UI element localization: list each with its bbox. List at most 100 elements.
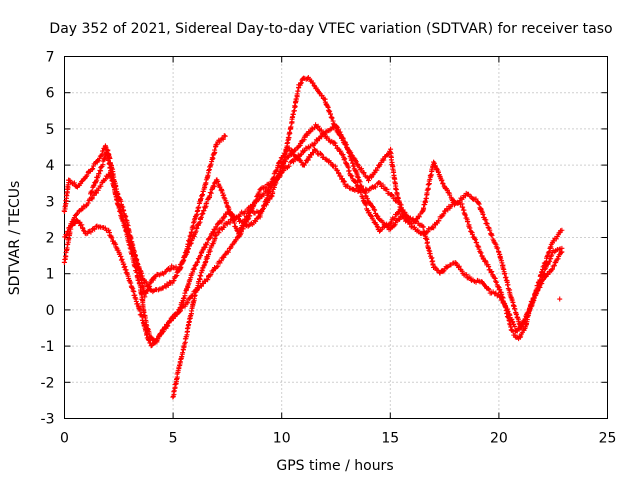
y-tick-label: -3 bbox=[41, 412, 55, 428]
data-point-marker bbox=[221, 254, 227, 260]
data-point-marker bbox=[226, 206, 232, 212]
data-point-marker bbox=[326, 159, 332, 165]
data-point-marker bbox=[219, 188, 225, 194]
data-point-marker bbox=[425, 229, 431, 235]
data-point-marker bbox=[440, 269, 446, 275]
x-tick-label: 5 bbox=[169, 431, 178, 447]
data-point-marker bbox=[348, 150, 354, 156]
data-point-marker bbox=[432, 264, 438, 270]
data-point-marker bbox=[545, 252, 551, 258]
data-point-marker bbox=[484, 220, 490, 226]
data-point-marker bbox=[210, 183, 216, 189]
data-point-marker bbox=[225, 249, 231, 255]
data-point-marker bbox=[327, 108, 333, 114]
data-point-marker bbox=[204, 240, 210, 246]
data-point-marker bbox=[79, 222, 85, 228]
data-point-marker bbox=[270, 189, 276, 195]
data-point-marker bbox=[135, 277, 141, 283]
data-point-marker bbox=[198, 252, 204, 258]
data-point-marker bbox=[96, 171, 102, 177]
data-point-marker bbox=[108, 234, 114, 240]
data-point-marker bbox=[372, 207, 378, 213]
data-point-marker bbox=[146, 337, 152, 343]
data-point-marker bbox=[429, 259, 435, 265]
data-point-marker bbox=[218, 258, 224, 264]
data-point-marker bbox=[100, 148, 106, 154]
data-point-marker bbox=[181, 257, 187, 263]
data-point-marker bbox=[92, 226, 98, 232]
data-point-marker bbox=[180, 295, 186, 301]
data-point-marker bbox=[318, 151, 324, 157]
series-track-1 bbox=[61, 133, 228, 300]
data-point-marker bbox=[122, 214, 128, 220]
data-point-marker bbox=[498, 294, 504, 300]
data-point-marker bbox=[331, 139, 337, 145]
data-point-marker bbox=[233, 237, 239, 243]
data-point-marker bbox=[380, 182, 386, 188]
data-point-marker bbox=[240, 221, 246, 227]
data-point-marker bbox=[256, 189, 262, 195]
data-point-marker bbox=[88, 229, 94, 235]
data-point-marker bbox=[478, 250, 484, 256]
data-point-marker bbox=[332, 163, 338, 169]
x-axis-ticks: 0 5 10 15 20 25 bbox=[60, 56, 616, 447]
data-point-marker bbox=[340, 152, 346, 158]
data-point-marker bbox=[165, 282, 171, 288]
data-point-marker bbox=[489, 232, 495, 238]
data-point-marker bbox=[355, 175, 361, 181]
data-point-marker bbox=[337, 129, 343, 135]
data-point-marker bbox=[342, 139, 348, 145]
data-point-marker bbox=[356, 178, 362, 184]
data-point-marker bbox=[545, 271, 551, 277]
data-point-marker bbox=[381, 157, 387, 163]
data-point-marker bbox=[388, 157, 394, 163]
data-point-marker bbox=[551, 263, 557, 269]
data-point-marker bbox=[263, 202, 269, 208]
data-point-marker bbox=[206, 168, 212, 174]
data-point-marker bbox=[170, 394, 176, 400]
data-point-marker bbox=[317, 150, 323, 156]
data-point-marker bbox=[385, 152, 391, 158]
data-point-marker bbox=[318, 127, 324, 133]
data-point-marker bbox=[212, 147, 218, 153]
data-point-marker bbox=[168, 266, 174, 272]
data-point-marker bbox=[79, 179, 85, 185]
data-point-marker bbox=[474, 240, 480, 246]
data-point-marker bbox=[130, 288, 136, 294]
data-point-marker bbox=[150, 277, 156, 283]
data-point-marker bbox=[483, 259, 489, 265]
data-point-marker bbox=[489, 268, 495, 274]
y-tick-label: 6 bbox=[46, 86, 55, 102]
data-point-marker bbox=[208, 190, 214, 196]
data-point-marker bbox=[222, 214, 228, 220]
data-point-marker bbox=[305, 157, 311, 163]
data-point-marker bbox=[220, 136, 226, 142]
data-point-marker bbox=[207, 248, 213, 254]
data-points bbox=[61, 74, 565, 400]
data-point-marker bbox=[138, 270, 144, 276]
data-point-marker bbox=[113, 184, 119, 190]
data-point-marker bbox=[512, 306, 518, 312]
data-point-marker bbox=[177, 264, 183, 270]
data-point-marker bbox=[213, 232, 219, 238]
data-point-marker bbox=[504, 306, 510, 312]
data-point-marker bbox=[201, 263, 207, 269]
data-point-marker bbox=[518, 322, 524, 328]
data-point-marker bbox=[196, 204, 202, 210]
y-tick-label: 7 bbox=[46, 50, 55, 66]
data-point-marker bbox=[302, 160, 308, 166]
data-point-marker bbox=[89, 188, 95, 194]
data-point-marker bbox=[493, 290, 499, 296]
x-tick-label: 20 bbox=[490, 431, 508, 447]
data-point-marker bbox=[546, 249, 552, 255]
data-point-marker bbox=[140, 317, 146, 323]
data-point-marker bbox=[63, 232, 69, 238]
data-point-marker bbox=[198, 197, 204, 203]
data-point-marker bbox=[450, 197, 456, 203]
data-point-marker bbox=[106, 227, 112, 233]
data-point-marker bbox=[215, 229, 221, 235]
data-point-marker bbox=[495, 284, 501, 290]
data-point-marker bbox=[441, 211, 447, 217]
data-point-marker bbox=[487, 227, 493, 233]
data-point-marker bbox=[361, 170, 367, 176]
